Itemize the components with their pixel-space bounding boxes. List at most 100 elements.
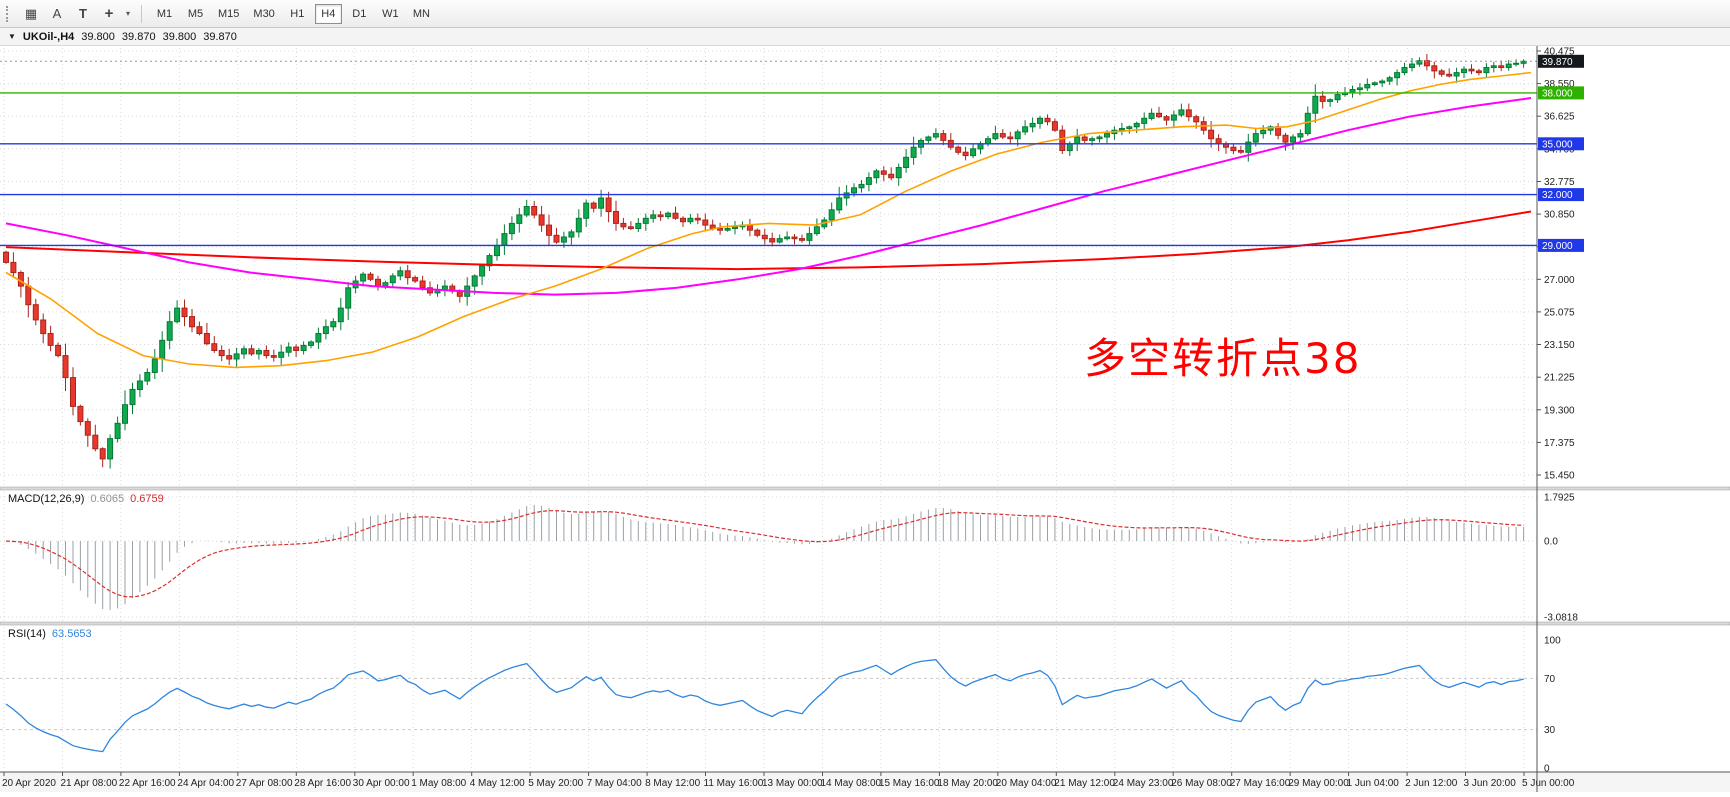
price-axis[interactable]: 40.47538.55036.62534.70032.77530.85028.9… bbox=[1537, 47, 1584, 775]
time-axis[interactable]: 20 Apr 2020 21 Apr 08:00 22 Apr 16:00 24 Ap… bbox=[2, 772, 1575, 789]
timeframe-d1[interactable]: D1 bbox=[346, 4, 373, 24]
svg-text:19.300: 19.300 bbox=[1544, 405, 1575, 416]
toolbar: ▦ A T + ▾ M1 M5 M15 M30 H1 H4 D1 W1 MN bbox=[0, 0, 1730, 28]
ohlc-low: 39.800 bbox=[162, 30, 197, 43]
svg-text:5 Jun 00:00: 5 Jun 00:00 bbox=[1522, 778, 1575, 789]
svg-text:32.775: 32.775 bbox=[1544, 177, 1575, 188]
svg-text:29.000: 29.000 bbox=[1542, 241, 1573, 252]
dropdown-caret-icon[interactable]: ▾ bbox=[125, 9, 130, 18]
ma-mid-line bbox=[5, 97, 1532, 296]
macd-name: MACD(12,26,9) bbox=[8, 493, 85, 505]
svg-text:21 May 12:00: 21 May 12:00 bbox=[1054, 778, 1115, 789]
svg-text:29 May 00:00: 29 May 00:00 bbox=[1288, 778, 1349, 789]
svg-text:30.850: 30.850 bbox=[1544, 210, 1575, 221]
macd-value-main: 0.6065 bbox=[90, 493, 125, 505]
svg-text:30: 30 bbox=[1544, 725, 1556, 736]
svg-text:0: 0 bbox=[1544, 764, 1550, 775]
svg-text:25.075: 25.075 bbox=[1544, 307, 1575, 318]
svg-text:18 May 20:00: 18 May 20:00 bbox=[937, 778, 998, 789]
macd-indicator-label: MACD(12,26,9) 0.6065 0.6759 bbox=[8, 493, 164, 505]
text-tool-icon[interactable]: A bbox=[52, 6, 62, 21]
macd-value-signal: 0.6759 bbox=[130, 493, 164, 505]
crosshair-icon[interactable]: + bbox=[104, 5, 114, 22]
svg-text:35.000: 35.000 bbox=[1542, 139, 1573, 150]
rsi-level-lines bbox=[0, 677, 1537, 731]
chart-menu-icon[interactable]: ▼ bbox=[8, 32, 16, 41]
chart-ohlc-values: 39.800 39.870 39.800 39.870 bbox=[81, 31, 237, 43]
moving-averages bbox=[5, 71, 1532, 369]
svg-text:3 Jun 20:00: 3 Jun 20:00 bbox=[1464, 778, 1517, 789]
timeframe-h1[interactable]: H1 bbox=[284, 4, 311, 24]
svg-text:21.225: 21.225 bbox=[1544, 373, 1575, 384]
svg-text:14 May 08:00: 14 May 08:00 bbox=[821, 778, 882, 789]
svg-text:24 Apr 04:00: 24 Apr 04:00 bbox=[177, 778, 234, 789]
svg-text:1 Jun 04:00: 1 Jun 04:00 bbox=[1347, 778, 1400, 789]
rsi-line bbox=[5, 659, 1524, 753]
rsi-name: RSI(14) bbox=[8, 628, 46, 640]
chart-title-bar: ▼ UKOil-,H4 39.800 39.870 39.800 39.870 bbox=[0, 28, 1730, 46]
svg-text:32.000: 32.000 bbox=[1542, 190, 1573, 201]
toolbar-gripper[interactable] bbox=[6, 5, 12, 22]
svg-text:7 May 04:00: 7 May 04:00 bbox=[587, 778, 642, 789]
svg-text:21 Apr 08:00: 21 Apr 08:00 bbox=[61, 778, 118, 789]
ohlc-high: 39.870 bbox=[121, 30, 156, 43]
label-tool-icon[interactable]: T bbox=[79, 6, 87, 21]
timeframe-m15[interactable]: M15 bbox=[213, 4, 244, 24]
timeframe-w1[interactable]: W1 bbox=[377, 4, 404, 24]
grid-vertical bbox=[3, 48, 1525, 771]
svg-text:36.625: 36.625 bbox=[1544, 112, 1575, 123]
rsi-indicator-label: RSI(14) 63.5653 bbox=[8, 628, 92, 640]
ohlc-open: 39.800 bbox=[81, 30, 115, 43]
rsi-value: 63.5653 bbox=[51, 628, 92, 640]
ohlc-close: 39.870 bbox=[203, 30, 237, 43]
toolbar-separator bbox=[141, 4, 142, 23]
svg-text:30 Apr 00:00: 30 Apr 00:00 bbox=[353, 778, 410, 789]
svg-text:15 May 16:00: 15 May 16:00 bbox=[879, 778, 940, 789]
svg-text:27.000: 27.000 bbox=[1544, 275, 1575, 286]
svg-text:1.7925: 1.7925 bbox=[1544, 493, 1575, 504]
svg-text:0.0: 0.0 bbox=[1544, 537, 1558, 548]
svg-text:1 May 08:00: 1 May 08:00 bbox=[411, 778, 466, 789]
svg-text:8 May 12:00: 8 May 12:00 bbox=[645, 778, 700, 789]
macd-histogram bbox=[12, 505, 1525, 611]
svg-text:27 Apr 08:00: 27 Apr 08:00 bbox=[236, 778, 293, 789]
ma-fast-line bbox=[5, 71, 1532, 369]
svg-text:15.450: 15.450 bbox=[1544, 471, 1575, 482]
macd-signal-line bbox=[5, 510, 1524, 598]
timeframe-m30[interactable]: M30 bbox=[248, 4, 279, 24]
svg-text:38.550: 38.550 bbox=[1544, 79, 1575, 90]
chart-annotation-text: 多空转折点38 bbox=[1084, 334, 1362, 383]
grid-horizontal bbox=[0, 50, 1537, 476]
timeframe-m1[interactable]: M1 bbox=[151, 4, 178, 24]
svg-text:28 Apr 16:00: 28 Apr 16:00 bbox=[294, 778, 351, 789]
charts-grid-icon[interactable]: ▦ bbox=[24, 5, 38, 21]
ma-slow-line bbox=[5, 210, 1532, 271]
svg-text:20 May 04:00: 20 May 04:00 bbox=[996, 778, 1057, 789]
svg-text:2 Jun 12:00: 2 Jun 12:00 bbox=[1405, 778, 1458, 789]
svg-text:-3.0818: -3.0818 bbox=[1544, 613, 1578, 624]
svg-text:27 May 16:00: 27 May 16:00 bbox=[1230, 778, 1291, 789]
panel-separator[interactable] bbox=[0, 486, 1730, 626]
svg-text:22 Apr 16:00: 22 Apr 16:00 bbox=[119, 778, 176, 789]
svg-text:13 May 00:00: 13 May 00:00 bbox=[762, 778, 823, 789]
svg-text:4 May 12:00: 4 May 12:00 bbox=[470, 778, 525, 789]
svg-text:20 Apr 2020: 20 Apr 2020 bbox=[2, 778, 56, 789]
svg-text:17.375: 17.375 bbox=[1544, 438, 1575, 449]
svg-text:39.870: 39.870 bbox=[1542, 57, 1573, 68]
svg-text:23.150: 23.150 bbox=[1544, 340, 1575, 351]
svg-text:70: 70 bbox=[1544, 674, 1556, 685]
svg-text:100: 100 bbox=[1544, 636, 1561, 647]
svg-text:24 May 23:00: 24 May 23:00 bbox=[1113, 778, 1174, 789]
svg-text:40.475: 40.475 bbox=[1544, 47, 1575, 58]
timeframe-h4[interactable]: H4 bbox=[314, 3, 342, 24]
svg-text:38.000: 38.000 bbox=[1542, 88, 1573, 99]
chart-symbol-label: UKOil-,H4 bbox=[22, 30, 75, 43]
svg-text:5 May 20:00: 5 May 20:00 bbox=[528, 778, 583, 789]
macd-grid bbox=[0, 496, 1537, 618]
horizontal-level-lines[interactable] bbox=[0, 92, 1537, 247]
timeframe-mn[interactable]: MN bbox=[408, 4, 435, 24]
timeframe-m5[interactable]: M5 bbox=[182, 4, 209, 24]
svg-text:26 May 08:00: 26 May 08:00 bbox=[1171, 778, 1232, 789]
